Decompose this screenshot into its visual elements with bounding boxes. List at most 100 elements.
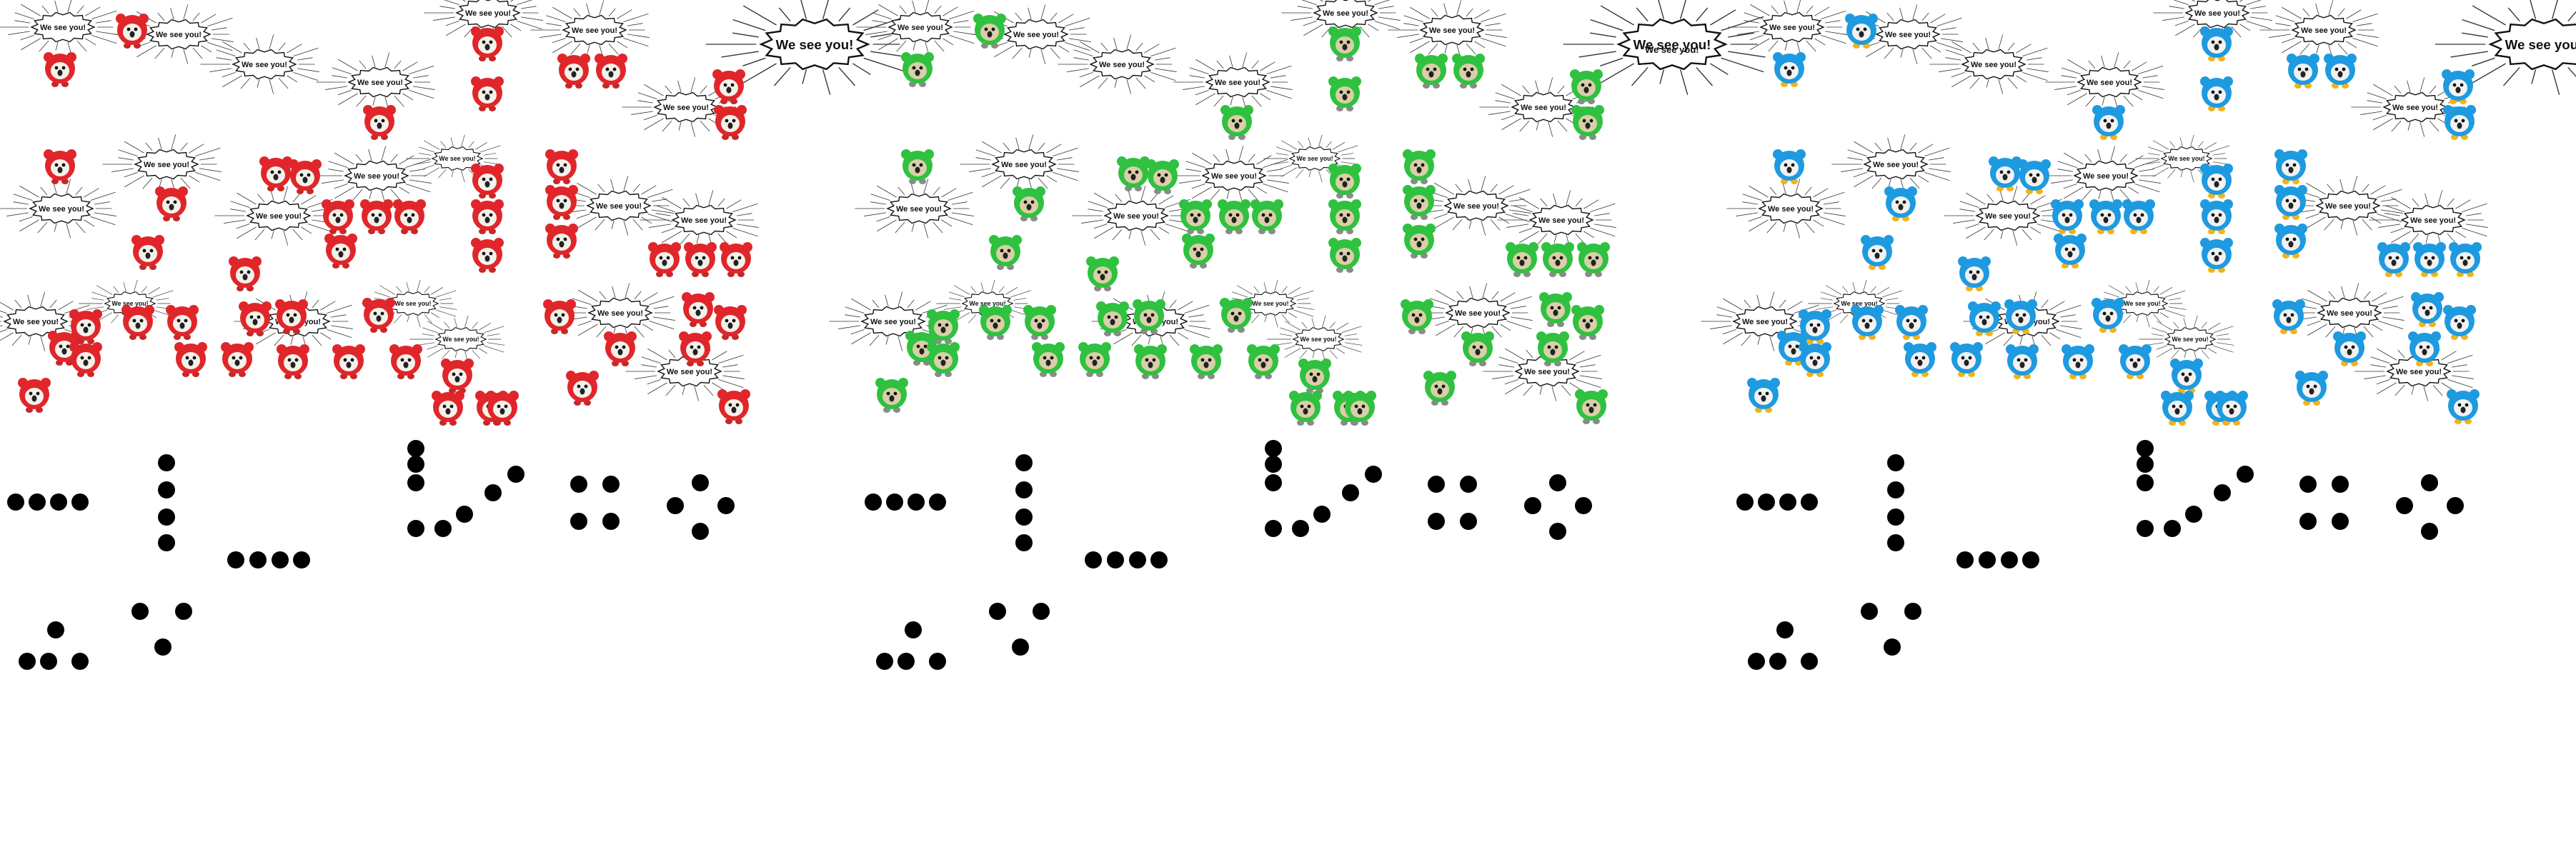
green-creature-icon (989, 235, 1022, 270)
speech-bubble: We see you! (2369, 190, 2488, 250)
speech-bubble: We see you! (2285, 283, 2405, 343)
black-dot (158, 534, 175, 551)
speech-bubble-text: We see you! (465, 9, 511, 18)
red-creature-icon (69, 309, 102, 344)
speech-bubble-text: We see you! (776, 37, 854, 52)
green-creature-icon (1452, 54, 1485, 89)
black-dot (407, 440, 424, 457)
black-dot (2137, 456, 2154, 473)
red-creature-icon (229, 256, 262, 291)
blue-creature-icon (1968, 301, 2001, 336)
speech-bubble: We see you! (1929, 34, 2049, 94)
speech-bubble: We see you! (2284, 176, 2403, 236)
red-creature-icon (604, 331, 637, 366)
red-creature-icon (595, 54, 627, 89)
speech-bubble: We see you! (2435, 0, 2576, 95)
speech-bubble-text: We see you! (39, 205, 84, 214)
red-creature-icon (332, 344, 365, 379)
green-creature-icon (905, 331, 938, 366)
blue-creature-icon (1851, 305, 1884, 340)
blue-creature-icon (1799, 342, 1831, 377)
speech-bubble-text: We see you! (242, 61, 287, 69)
blue-creature-icon (2443, 305, 2476, 340)
black-dot (1801, 493, 1818, 511)
blue-creature-icon (2004, 299, 2037, 334)
green-creature-icon (1403, 149, 1436, 184)
black-dot (1015, 481, 1033, 498)
red-creature-icon (324, 234, 357, 269)
speech-bubble-text: We see you! (1099, 61, 1145, 69)
speech-bubble: We see you! (2259, 0, 2379, 60)
green-creature-icon (1343, 391, 1376, 426)
green-creature-icon (1218, 199, 1250, 234)
black-dot (507, 466, 524, 483)
black-dot (1129, 551, 1146, 568)
black-dot (1758, 493, 1775, 511)
red-creature-icon (545, 149, 578, 184)
standalone-caption: We see you! (1645, 44, 1699, 55)
red-creature-icon (679, 331, 712, 366)
speech-bubble: We see you! (972, 4, 1091, 64)
green-creature-icon (1023, 305, 1056, 340)
speech-bubble-text: We see you! (2172, 336, 2208, 343)
speech-bubble-text: We see you! (439, 155, 475, 162)
green-creature-icon (1536, 331, 1569, 366)
blue-creature-icon (2200, 199, 2233, 234)
black-dot (407, 474, 424, 491)
blue-creature-icon (2295, 371, 2328, 406)
black-dot (2447, 497, 2464, 514)
blue-creature-icon (2089, 199, 2122, 234)
speech-bubble: We see you! (409, 315, 505, 364)
green-creature-icon (1403, 224, 1436, 259)
speech-bubble: We see you! (625, 341, 745, 401)
blue-creature-icon (2006, 344, 2039, 379)
black-dot (2137, 440, 2154, 457)
speech-bubble-text: We see you! (1633, 37, 1711, 52)
black-dot (1265, 456, 1282, 473)
speech-bubble-text: We see you! (1252, 300, 1288, 307)
black-dot (175, 603, 192, 620)
black-dot (1428, 513, 1445, 530)
speech-bubble: We see you! (0, 0, 118, 57)
speech-bubble: We see you! (1170, 146, 1289, 206)
speech-bubble: We see you! (1173, 52, 1293, 112)
black-dot (1428, 476, 1445, 493)
red-creature-icon (545, 185, 578, 220)
green-creature-icon (1423, 371, 1456, 406)
speech-bubble: We see you! (1831, 134, 1951, 194)
speech-bubble-text: We see you! (357, 79, 403, 87)
blue-creature-icon (2443, 105, 2476, 140)
black-dot (71, 493, 89, 511)
black-dot (1292, 520, 1309, 537)
green-creature-icon (1570, 69, 1603, 104)
black-dot (1549, 523, 1566, 540)
red-creature-icon (720, 242, 752, 277)
red-creature-icon (116, 14, 149, 49)
speech-bubble-text: We see you! (1841, 300, 1877, 307)
speech-bubble-text: We see you! (2325, 202, 2371, 211)
speech-bubble-text: We see you! (40, 24, 86, 32)
green-creature-icon (1190, 344, 1223, 379)
blue-creature-icon (1904, 342, 1936, 377)
black-dot (1150, 551, 1168, 568)
panel-2: We see you! We see you! We see you! We see … (829, 0, 1766, 670)
speech-bubble-text: We see you! (1429, 26, 1475, 35)
speech-bubble-text: We see you! (256, 212, 302, 221)
green-creature-icon (1461, 331, 1494, 366)
black-dot (907, 493, 925, 511)
blue-creature-icon (2408, 331, 2441, 366)
green-creature-icon (1575, 389, 1608, 424)
speech-bubble-text: We see you! (2505, 37, 2576, 52)
black-dot (1748, 653, 1765, 670)
green-creature-icon (1571, 305, 1604, 340)
green-creature-icon (1539, 292, 1572, 327)
red-creature-icon (471, 76, 504, 111)
blue-creature-icon (2170, 359, 2203, 394)
blue-creature-icon (1845, 14, 1878, 49)
speech-bubble: We see you! (2153, 0, 2272, 43)
black-dot (905, 621, 922, 638)
green-creature-icon (1250, 199, 1283, 234)
green-creature-icon (875, 378, 908, 413)
black-dot (1887, 454, 1904, 471)
speech-bubble: We see you! (114, 4, 234, 64)
